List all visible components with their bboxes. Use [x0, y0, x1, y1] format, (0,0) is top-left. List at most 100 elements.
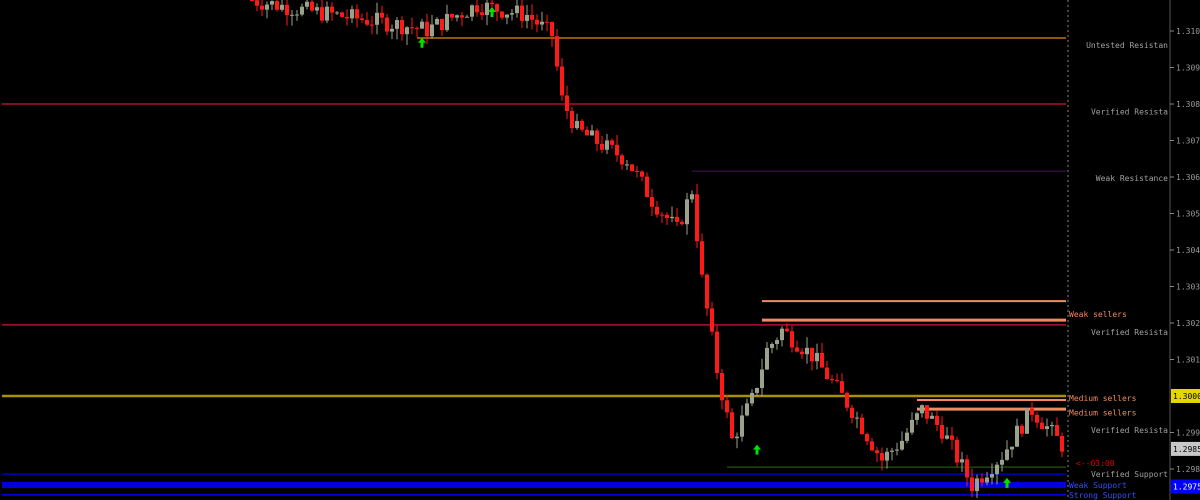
- candle-body: [980, 478, 984, 483]
- candle-body: [655, 206, 659, 215]
- candle-body: [280, 4, 284, 10]
- price-tag-label: 1.3000: [1173, 392, 1200, 401]
- candle-body: [950, 435, 954, 440]
- candle-body: [420, 21, 424, 29]
- candle-body: [695, 194, 699, 242]
- candle-body: [960, 459, 964, 463]
- candle-body: [530, 14, 534, 20]
- axis-tick-label: 1.3010: [1176, 355, 1200, 364]
- zone-label: Medium sellers: [1069, 408, 1137, 417]
- candle-body: [650, 197, 654, 207]
- candle-body: [545, 21, 549, 23]
- candle-body: [290, 14, 294, 16]
- candle-body: [885, 451, 889, 461]
- zone-label: Weak Resistance: [1096, 174, 1168, 183]
- candle-body: [970, 477, 974, 492]
- candle-body: [770, 343, 774, 348]
- candle-body: [930, 415, 934, 419]
- candle-body: [875, 450, 879, 454]
- candle-body: [285, 4, 289, 16]
- candle-body: [675, 216, 679, 222]
- candle-body: [755, 388, 759, 393]
- candle-body: [540, 21, 544, 25]
- candle-body: [560, 66, 564, 96]
- candle-body: [445, 13, 449, 31]
- candle-body: [300, 6, 304, 15]
- candle-body: [800, 351, 804, 355]
- candle-body: [660, 214, 664, 216]
- candle-body: [495, 4, 499, 12]
- zone-label: Weak sellers: [1069, 310, 1127, 319]
- candle-body: [705, 274, 709, 309]
- candle-body: [760, 369, 764, 389]
- candle-body: [465, 16, 469, 18]
- candle-body: [860, 417, 864, 435]
- candle-body: [490, 2, 494, 5]
- candles: [250, 0, 1064, 498]
- candle-body: [1010, 446, 1014, 450]
- candle-body: [900, 440, 904, 450]
- candle-body: [830, 379, 834, 381]
- candle-body: [380, 12, 384, 18]
- candle-body: [985, 477, 989, 483]
- candle-body: [925, 405, 929, 419]
- price-axis[interactable]: 1.3100 1.3090 1.3080 1.3070 1.3060 1.3050 1.30…: [1170, 27, 1200, 494]
- candle-body: [425, 21, 429, 37]
- candle-body: [1045, 426, 1049, 429]
- zone-label: Medium sellers: [1069, 394, 1137, 403]
- candle-body: [485, 2, 489, 16]
- axis-tick-label: 1.3020: [1176, 319, 1200, 328]
- candle-body: [765, 347, 769, 370]
- candle-body: [385, 17, 389, 32]
- candle-body: [810, 347, 814, 362]
- candle-body: [250, 0, 254, 1]
- candle-body: [535, 19, 539, 25]
- candle-body: [450, 13, 454, 18]
- candle-body: [730, 412, 734, 439]
- candle-body: [505, 14, 509, 18]
- price-tag-box: [1171, 441, 1200, 456]
- candle-body: [610, 140, 614, 145]
- axis-tick-label: 1.3060: [1176, 173, 1200, 182]
- signal-arrows: [418, 7, 1011, 488]
- candle-body: [865, 434, 869, 442]
- candle-body: [1060, 436, 1064, 452]
- candle-body: [435, 18, 439, 25]
- candle-body: [355, 9, 359, 19]
- buy-arrow-icon: [488, 7, 496, 18]
- candle-body: [685, 199, 689, 225]
- candle-body: [375, 12, 379, 25]
- zone-label: Untested Resistan: [1086, 41, 1168, 50]
- candle-body: [835, 380, 839, 382]
- candle-body: [795, 347, 799, 352]
- candle-body: [320, 7, 324, 21]
- price-tag-box: [1171, 479, 1200, 494]
- candle-body: [430, 24, 434, 37]
- candle-body: [555, 36, 559, 67]
- buy-arrow-icon: [1003, 477, 1011, 488]
- axis-tick-label: 1.3080: [1176, 100, 1200, 109]
- candle-body: [405, 27, 409, 35]
- zone-label: Verified Resista: [1091, 328, 1168, 337]
- candle-body: [1040, 422, 1044, 429]
- candle-body: [915, 413, 919, 420]
- candle-body: [475, 5, 479, 13]
- candle-body: [410, 27, 414, 29]
- candle-body: [620, 155, 624, 165]
- axis-tick-label: 1.2980: [1176, 465, 1200, 474]
- candle-body: [575, 120, 579, 129]
- candle-body: [260, 5, 264, 10]
- axis-tick-label: 1.3030: [1176, 282, 1200, 291]
- candle-body: [910, 419, 914, 433]
- candle-body: [590, 130, 594, 136]
- candle-body: [850, 407, 854, 418]
- candle-body: [625, 164, 629, 166]
- candle-body: [920, 405, 924, 414]
- candle-body: [570, 110, 574, 129]
- candle-body: [825, 367, 829, 380]
- candle-body: [350, 9, 354, 19]
- candle-body: [1015, 425, 1019, 447]
- candle-body: [460, 15, 464, 18]
- candle-body: [1005, 449, 1009, 460]
